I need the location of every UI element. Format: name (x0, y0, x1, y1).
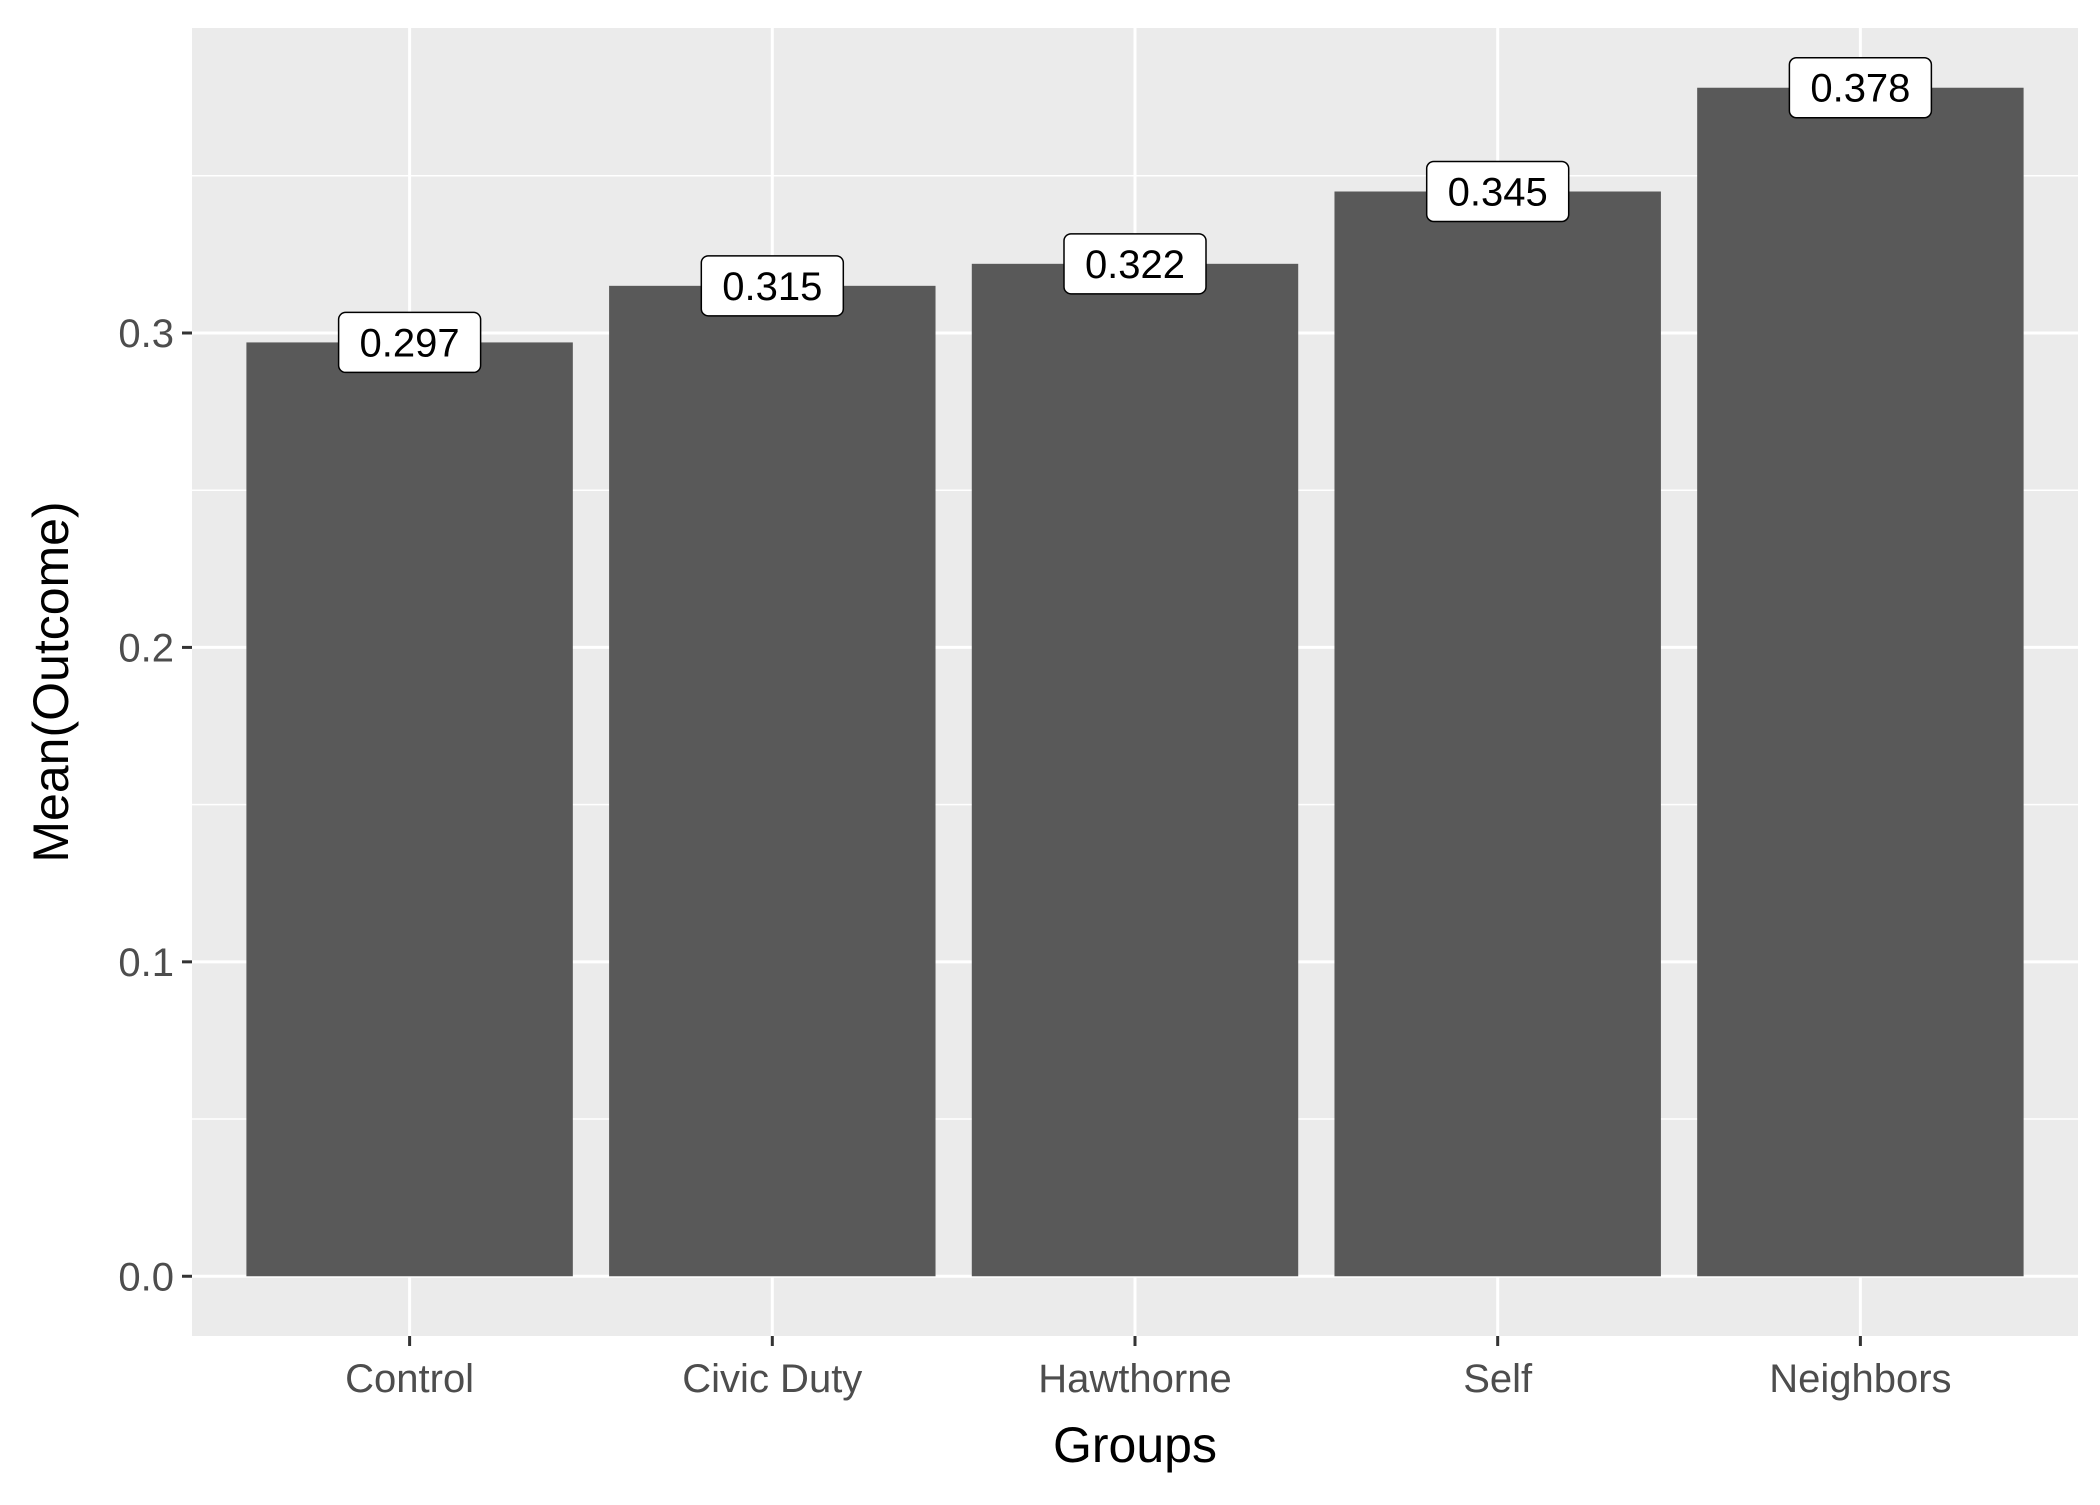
x-axis: Control Civic Duty Hawthorne Self Neighbors (345, 1336, 1952, 1401)
y-axis: 0.0 0.1 0.2 0.3 (118, 312, 192, 1299)
data-label-box (1425, 160, 1570, 223)
data-labels: 0.297 0.315 0.322 0.345 0.378 (337, 56, 1933, 374)
y-axis-title: Mean(Outcome) (23, 501, 79, 862)
bar (246, 342, 573, 1277)
bar (1334, 191, 1661, 1277)
data-label: 0.315 (700, 255, 845, 317)
data-label: 0.378 (1788, 56, 1933, 119)
data-label-text: 0.315 (722, 265, 822, 309)
data-label-text: 0.322 (1085, 243, 1185, 287)
data-label-box (700, 255, 845, 317)
x-tick-label: Self (1463, 1357, 1533, 1401)
bar (971, 263, 1299, 1277)
y-tick-label: 0.0 (118, 1255, 174, 1299)
data-label-text: 0.297 (360, 321, 460, 365)
x-axis-title: Groups (1053, 1417, 1217, 1473)
data-label-box (337, 311, 482, 374)
bar (1697, 87, 2024, 1277)
data-label: 0.322 (1063, 233, 1207, 295)
x-tick-label: Hawthorne (1038, 1357, 1231, 1401)
data-label-box (1788, 56, 1933, 119)
y-tick-label: 0.2 (118, 626, 174, 670)
bar (609, 285, 936, 1277)
bars (246, 87, 2024, 1277)
y-tick-label: 0.3 (118, 312, 174, 356)
x-tick-label: Control (345, 1357, 474, 1401)
data-label-box (1063, 233, 1207, 295)
y-tick-label: 0.1 (118, 941, 174, 985)
data-label-text: 0.378 (1810, 67, 1910, 111)
x-tick-label: Neighbors (1769, 1357, 1951, 1401)
data-label: 0.345 (1425, 160, 1570, 223)
data-label: 0.297 (337, 311, 482, 374)
x-tick-label: Civic Duty (682, 1357, 862, 1401)
data-label-text: 0.345 (1448, 171, 1548, 215)
